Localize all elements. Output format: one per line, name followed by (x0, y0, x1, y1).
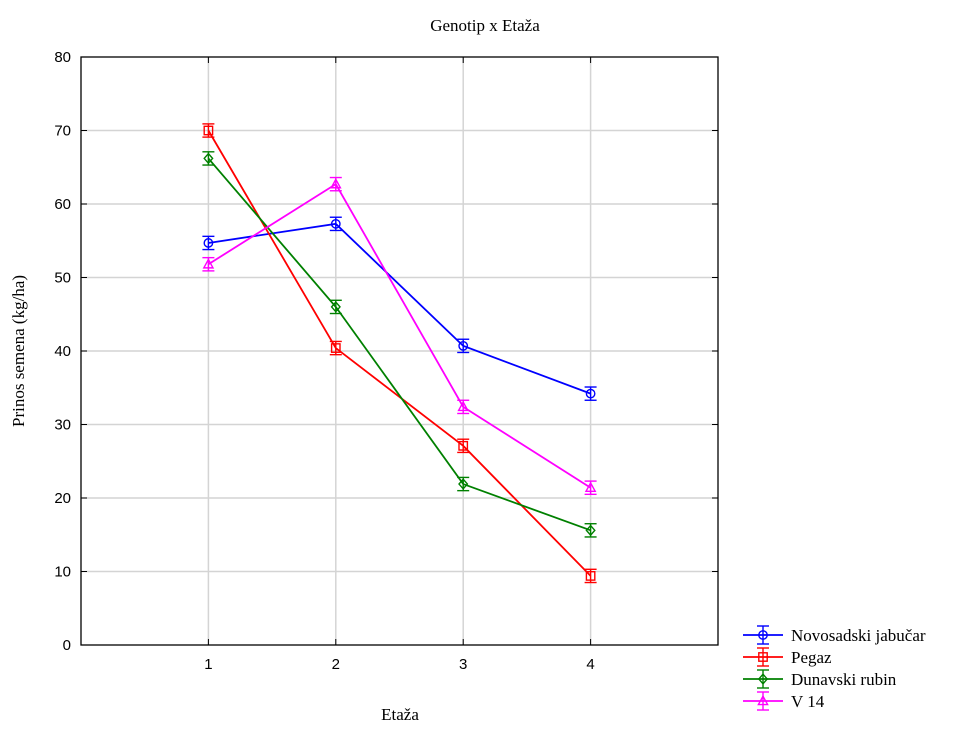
legend-item: V 14 (743, 691, 825, 711)
y-tick-label: 80 (54, 49, 71, 66)
data-point (458, 478, 469, 490)
data-point (202, 258, 215, 269)
data-point (330, 343, 341, 353)
data-point (457, 400, 469, 412)
series-v-14 (202, 176, 597, 496)
series-line (207, 157, 591, 532)
legend-item: Pegaz (743, 647, 832, 667)
data-point (203, 125, 214, 136)
y-tick-label: 30 (54, 417, 71, 434)
data-point (458, 440, 469, 451)
legend-marker (757, 694, 769, 706)
legend-item: Novosadski jabučar (743, 625, 926, 645)
x-tick-label: 2 (332, 656, 340, 673)
x-tick-label: 3 (459, 656, 467, 673)
data-point (330, 177, 342, 189)
y-axis: 0 10 20 30 40 50 60 70 80 (54, 49, 718, 654)
y-tick-label: 20 (54, 490, 71, 507)
legend-label: Pegaz (791, 648, 832, 667)
data-point (203, 238, 214, 248)
data-point (584, 481, 597, 493)
data-point (330, 301, 341, 313)
x-tick-label: 4 (586, 656, 594, 673)
chart-title: Genotip x Etaža (430, 16, 540, 35)
legend-label: V 14 (791, 692, 825, 711)
legend-label: Novosadski jabučar (791, 626, 926, 645)
legend-item: Dunavski rubin (743, 669, 897, 689)
y-tick-label: 0 (63, 637, 71, 654)
y-tick-label: 70 (54, 123, 71, 140)
series-group (202, 123, 597, 584)
data-point (585, 388, 596, 399)
legend-label: Dunavski rubin (791, 670, 897, 689)
data-point (203, 152, 214, 165)
y-tick-label: 50 (54, 270, 71, 287)
data-point (585, 571, 596, 581)
data-point (458, 340, 469, 351)
x-axis: 1 2 3 4 (204, 57, 595, 673)
y-tick-label: 10 (54, 564, 71, 581)
y-axis-label: Prinos semena (kg/ha) (9, 275, 28, 427)
legend-marker (757, 673, 769, 685)
x-axis-label: Etaža (381, 705, 419, 724)
data-point (330, 218, 341, 229)
x-tick-label: 1 (204, 656, 212, 673)
y-tick-label: 60 (54, 196, 71, 213)
data-point (585, 524, 596, 537)
legend-marker (758, 630, 768, 640)
legend-marker (758, 652, 768, 662)
series-line (207, 182, 592, 489)
series-dunavski-rubin (202, 151, 597, 538)
y-tick-label: 40 (54, 343, 71, 360)
legend: Novosadski jabučar Pegaz Dunavski rubin V 1… (743, 625, 926, 711)
